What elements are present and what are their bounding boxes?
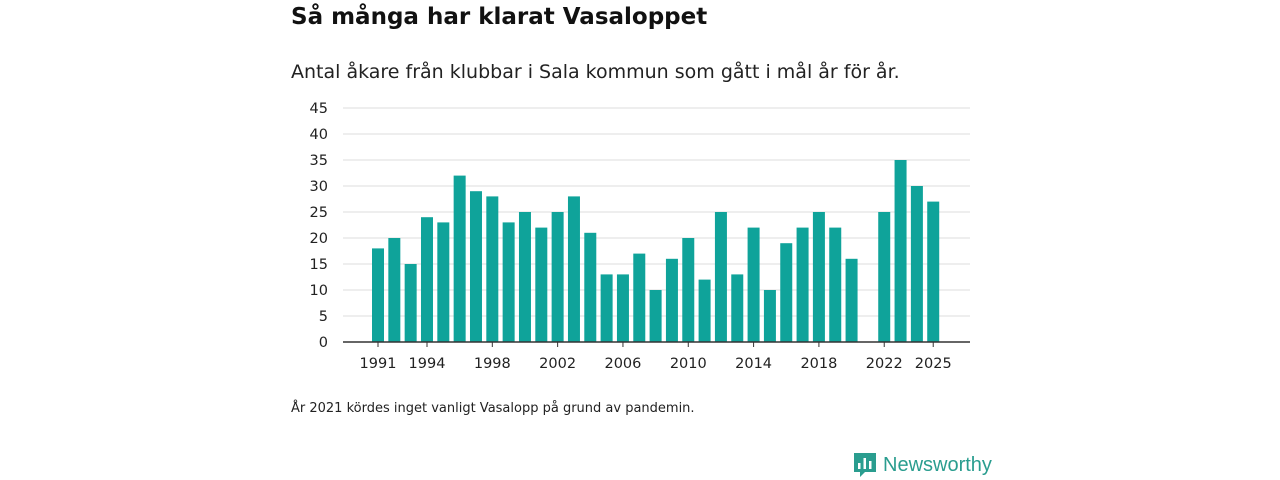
- brand-logo[interactable]: Newsworthy: [853, 452, 992, 478]
- bar-2016: [780, 243, 793, 342]
- bar-2025: [927, 201, 940, 342]
- bar-2007: [633, 253, 646, 342]
- bar-2017: [796, 227, 809, 342]
- bar-2012: [714, 212, 727, 342]
- y-tick-label: 40: [310, 127, 328, 143]
- bar-1999: [502, 222, 515, 342]
- bar-1992: [388, 238, 401, 342]
- x-axis-ticks: 1991 1994 1998 2002 2006 2010 2014 2018 2022 2025: [360, 342, 952, 372]
- bar-2013: [731, 274, 744, 342]
- x-tick-label: 2014: [735, 356, 772, 372]
- bar-1993: [404, 264, 417, 342]
- bar-1991: [372, 248, 384, 342]
- bar-2005: [600, 274, 613, 342]
- bar-2022: [878, 212, 891, 342]
- x-tick-label: 1998: [474, 356, 511, 372]
- bar-1995: [437, 222, 450, 342]
- bar-2020: [845, 258, 858, 342]
- chart-subtitle: Antal åkare från klubbar i Sala kommun s…: [291, 61, 900, 83]
- y-tick-label: 0: [319, 335, 328, 351]
- bar-2009: [665, 258, 678, 342]
- x-tick-label: 1991: [360, 356, 397, 372]
- bar-1994: [420, 217, 433, 342]
- bar-1998: [486, 196, 499, 342]
- x-tick-label: 2010: [670, 356, 707, 372]
- chart-title: Så många har klarat Vasaloppet: [291, 4, 708, 30]
- y-tick-label: 35: [310, 153, 328, 169]
- bar-2011: [698, 279, 711, 342]
- x-tick-label: 2002: [539, 356, 576, 372]
- bar-2006: [616, 274, 629, 342]
- bar-2004: [584, 232, 597, 342]
- y-axis-ticks: 0 5 10 15 20 25 30 35 40 45: [310, 101, 328, 351]
- bar-2000: [518, 212, 531, 342]
- grid-lines: [343, 107, 970, 317]
- newsworthy-logo-icon: [854, 453, 876, 477]
- bar-1997: [469, 191, 482, 342]
- bar-2003: [567, 196, 580, 342]
- bar-2014: [747, 227, 760, 342]
- bar-2023: [894, 160, 907, 342]
- y-tick-label: 20: [310, 231, 328, 247]
- x-tick-label: 2006: [604, 356, 641, 372]
- bars: [372, 160, 940, 342]
- y-tick-label: 5: [319, 309, 328, 325]
- y-tick-label: 10: [310, 283, 328, 299]
- bar-2018: [812, 212, 825, 342]
- y-tick-label: 25: [310, 205, 328, 221]
- x-tick-label: 2025: [915, 356, 952, 372]
- y-tick-label: 45: [310, 101, 328, 117]
- bar-2008: [649, 290, 662, 342]
- bar-2001: [535, 227, 548, 342]
- bar-2024: [910, 186, 923, 342]
- y-tick-label: 15: [310, 257, 328, 273]
- y-tick-label: 30: [310, 179, 328, 195]
- bar-2015: [763, 290, 776, 342]
- x-tick-label: 1994: [409, 356, 446, 372]
- bar-1996: [453, 175, 466, 342]
- brand-name: Newsworthy: [883, 453, 992, 476]
- bar-2010: [682, 238, 695, 342]
- bar-2019: [829, 227, 842, 342]
- x-tick-label: 2022: [866, 356, 903, 372]
- footnote: År 2021 kördes inget vanligt Vasalopp på…: [291, 401, 695, 416]
- x-tick-label: 2018: [800, 356, 837, 372]
- bar-2002: [551, 212, 564, 342]
